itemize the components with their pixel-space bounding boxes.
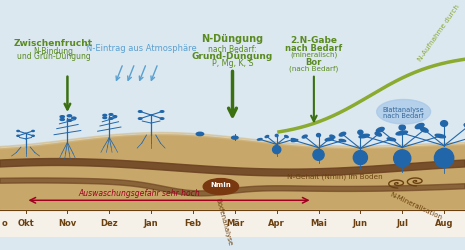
Ellipse shape — [302, 135, 307, 138]
Ellipse shape — [291, 138, 296, 140]
Ellipse shape — [434, 148, 454, 168]
Text: Bor: Bor — [306, 58, 322, 67]
Text: Zwischenfrucht: Zwischenfrucht — [14, 40, 93, 48]
Text: Bodenanalyse: Bodenanalyse — [214, 198, 232, 246]
Circle shape — [32, 130, 34, 132]
Ellipse shape — [415, 124, 424, 129]
Text: nach Bedarf: nach Bedarf — [285, 44, 343, 53]
Ellipse shape — [275, 134, 278, 137]
Text: N-Bindung: N-Bindung — [33, 47, 73, 56]
Text: Aug: Aug — [435, 219, 453, 228]
Circle shape — [109, 114, 113, 115]
Circle shape — [67, 115, 72, 117]
Text: (mineralisch): (mineralisch) — [290, 52, 338, 58]
Ellipse shape — [330, 135, 335, 138]
Text: und Grün-Düngung: und Grün-Düngung — [17, 52, 90, 61]
Text: Grund-Düngung: Grund-Düngung — [192, 52, 273, 60]
Ellipse shape — [339, 140, 345, 142]
Text: N-Mineralisation: N-Mineralisation — [389, 192, 443, 222]
Circle shape — [160, 118, 164, 120]
Circle shape — [103, 117, 106, 118]
Text: Dez: Dez — [100, 219, 118, 228]
Text: nach Bedarf: nach Bedarf — [383, 112, 424, 118]
Ellipse shape — [292, 140, 298, 142]
Ellipse shape — [353, 150, 367, 164]
Circle shape — [160, 111, 164, 112]
Text: Jun: Jun — [353, 219, 368, 228]
Text: Mai: Mai — [310, 219, 327, 228]
Ellipse shape — [325, 138, 333, 141]
Circle shape — [196, 132, 204, 136]
Text: N-Düngung: N-Düngung — [201, 34, 264, 44]
Circle shape — [232, 136, 238, 139]
Ellipse shape — [272, 146, 281, 154]
Text: N-Eintrag aus Atmosphäre: N-Eintrag aus Atmosphäre — [86, 44, 197, 53]
Ellipse shape — [317, 134, 320, 137]
Text: Feb: Feb — [185, 219, 201, 228]
Ellipse shape — [285, 136, 288, 138]
Text: Jan: Jan — [144, 219, 159, 228]
Text: 2.N-Gabe: 2.N-Gabe — [290, 36, 338, 45]
Text: (nach Bedarf): (nach Bedarf) — [289, 65, 339, 72]
Text: Nmin: Nmin — [211, 182, 231, 188]
Circle shape — [17, 130, 20, 132]
Ellipse shape — [394, 150, 411, 167]
Ellipse shape — [396, 131, 407, 135]
Circle shape — [17, 135, 20, 136]
Circle shape — [139, 111, 142, 112]
Ellipse shape — [387, 138, 396, 141]
Circle shape — [72, 117, 76, 119]
Ellipse shape — [420, 128, 428, 132]
Text: P, Mg, K, S: P, Mg, K, S — [212, 59, 253, 68]
Ellipse shape — [265, 136, 269, 138]
Ellipse shape — [339, 132, 345, 136]
Text: o: o — [2, 219, 7, 228]
Text: Blattanalyse: Blattanalyse — [383, 106, 425, 112]
Circle shape — [67, 120, 72, 121]
Text: N-Gehalt (Nmin) im Boden: N-Gehalt (Nmin) im Boden — [287, 174, 383, 180]
Ellipse shape — [313, 149, 324, 160]
Circle shape — [109, 118, 113, 119]
Ellipse shape — [399, 125, 405, 130]
Circle shape — [139, 118, 142, 120]
Text: Jul: Jul — [396, 219, 408, 228]
Ellipse shape — [258, 138, 262, 140]
Ellipse shape — [464, 124, 465, 129]
Text: nach Bedarf:: nach Bedarf: — [208, 45, 257, 54]
Ellipse shape — [375, 132, 381, 136]
Text: N-Aufnahme durch: N-Aufnahme durch — [417, 3, 460, 62]
Circle shape — [60, 116, 64, 118]
Ellipse shape — [359, 134, 369, 138]
Text: Mär: Mär — [226, 219, 244, 228]
Ellipse shape — [435, 134, 445, 138]
Text: Nov: Nov — [58, 219, 77, 228]
Ellipse shape — [376, 128, 384, 132]
Ellipse shape — [440, 121, 447, 126]
Circle shape — [203, 178, 239, 194]
Circle shape — [103, 114, 106, 116]
Circle shape — [113, 116, 117, 117]
Circle shape — [32, 135, 34, 136]
Circle shape — [377, 100, 431, 124]
Text: Auswaschungsgefahr sehr hoch: Auswaschungsgefahr sehr hoch — [79, 188, 200, 198]
Text: Apr: Apr — [268, 219, 285, 228]
Circle shape — [60, 118, 64, 120]
Ellipse shape — [358, 130, 363, 134]
Text: Okt: Okt — [17, 219, 34, 228]
